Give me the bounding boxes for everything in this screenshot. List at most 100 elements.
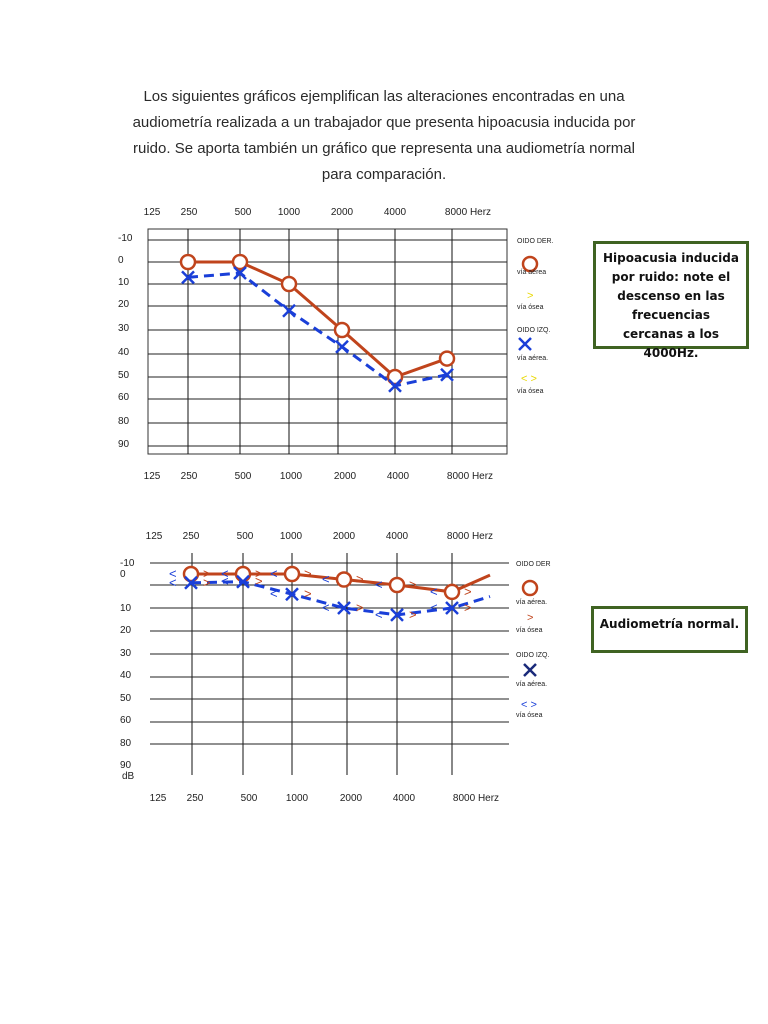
- bone-mark-right: >: [464, 600, 472, 615]
- point-right-ear-circle: [179, 253, 197, 271]
- legend-left-ear-title: OIDO IZQ.: [516, 652, 550, 659]
- x-tick-label-top: 2000: [333, 531, 356, 542]
- bone-mark-right: >: [356, 600, 364, 615]
- y-tick-label: 100: [118, 0, 135, 3]
- x-tick-label-bottom: 4000: [387, 471, 410, 482]
- y-tick-label: 0: [118, 255, 124, 266]
- x-tick-label-bottom: 4000: [393, 793, 416, 804]
- y-tick-label: 30: [118, 323, 130, 334]
- legend-left-air-symbol: [518, 337, 532, 351]
- legend-right-air-symbol: [521, 579, 539, 597]
- legend-right-air-label: vía aérea: [517, 269, 546, 276]
- legend-left-bone-label: vía ósea: [517, 388, 544, 395]
- bone-mark-right: >: [409, 607, 417, 622]
- bone-mark-right: >: [356, 572, 364, 587]
- x-tick-label-top: 4000: [384, 207, 407, 218]
- x-tick-label-bottom: 500: [241, 793, 258, 804]
- point-right-ear-circle: [182, 565, 200, 583]
- x-tick-label-top: 2000: [331, 207, 354, 218]
- y-tick-label: 40: [120, 670, 132, 681]
- x-tick-label-top: 250: [183, 531, 200, 542]
- y-tick-label: 90: [120, 760, 132, 771]
- intro-line: Los siguientes gráficos ejemplifican las…: [143, 88, 625, 105]
- point-right-ear-circle: [333, 321, 351, 339]
- bone-mark-right: >: [304, 586, 312, 601]
- bone-mark-left: <: [430, 584, 438, 599]
- point-left-ear-x: [335, 339, 349, 354]
- point-left-ear-x: [282, 303, 296, 318]
- legend-right-bone-symbol: >: [527, 290, 533, 302]
- legend-left-ear-title: OIDO IZQ.: [517, 327, 551, 334]
- legend-right-air-label: vía aérea.: [516, 599, 547, 606]
- bone-mark-left: <: [169, 575, 177, 590]
- x-tick-label-bottom: 8000 Herz: [453, 793, 499, 804]
- point-left-ear-x: [440, 367, 454, 382]
- y-tick-label: 100: [120, 0, 137, 3]
- x-tick-label-bottom: 8000 Herz: [447, 471, 493, 482]
- x-tick-label-top: 250: [181, 207, 198, 218]
- point-left-ear-x: [236, 574, 250, 589]
- point-right-ear-circle: [280, 275, 298, 293]
- chart-frame: [147, 228, 508, 455]
- legend-right-air-symbol: [521, 255, 539, 273]
- bone-mark-right: >: [464, 584, 472, 599]
- y-tick-label: 20: [118, 299, 130, 310]
- x-tick-label-top: 1000: [280, 531, 303, 542]
- bone-mark-right: >: [255, 574, 263, 589]
- point-left-ear-x: [184, 575, 198, 590]
- bone-mark-left: <: [430, 600, 438, 615]
- bone-mark-left: <: [221, 566, 229, 581]
- legend-left-bone-symbol: < >: [521, 373, 537, 385]
- x-tick-label-top: 8000 Herz: [447, 531, 493, 542]
- bone-mark-left: <: [270, 586, 278, 601]
- bone-mark-left: <: [375, 607, 383, 622]
- point-left-ear-x: [285, 587, 299, 602]
- x-tick-label-bottom: 2000: [334, 471, 357, 482]
- x-tick-label-bottom: 250: [187, 793, 204, 804]
- legend-right-bone-label: vía ósea: [516, 627, 543, 634]
- point-right-ear-circle: [231, 253, 249, 271]
- y-tick-label: -10: [120, 558, 135, 569]
- legend-right-ear-title: OIDO DER: [516, 561, 551, 568]
- note-noise-induced: Hipoacusia inducida por ruido: note el d…: [593, 241, 749, 360]
- x-tick-label-top: 125: [144, 207, 161, 218]
- y-tick-label: 0: [120, 569, 126, 580]
- legend-right-bone-label: vía ósea: [517, 304, 544, 311]
- y-tick-label: 60: [120, 715, 132, 726]
- y-tick-label: 20: [120, 625, 132, 636]
- x-tick-label-top: 4000: [386, 531, 409, 542]
- point-right-ear-circle: [443, 583, 461, 601]
- x-tick-label-bottom: 500: [235, 471, 252, 482]
- x-tick-label-top: 500: [235, 207, 252, 218]
- bone-mark-left: <: [221, 574, 229, 589]
- y-tick-label: 30: [120, 648, 132, 659]
- bone-mark-left: <: [322, 572, 330, 587]
- x-tick-label-bottom: 1000: [280, 471, 303, 482]
- point-right-ear-circle: [335, 571, 353, 588]
- intro-line: audiometría realizada a un trabajador qu…: [132, 114, 636, 131]
- point-left-ear-x: [233, 266, 247, 280]
- x-tick-label-top: 8000 Herz: [445, 207, 491, 218]
- y-tick-label: 10: [120, 603, 132, 614]
- intro-paragraph: Los siguientes gráficos ejemplifican las…: [118, 84, 650, 188]
- intro-line: ruido. Se aporta también un gráfico que …: [133, 140, 635, 157]
- point-left-ear-x: [181, 270, 195, 285]
- x-tick-label-top: 500: [237, 531, 254, 542]
- x-tick-label-top: 125: [146, 531, 163, 542]
- series-line-right-ear: [188, 260, 448, 379]
- bone-mark-left: <: [270, 566, 278, 581]
- point-left-ear-x: [337, 601, 351, 615]
- legend-left-bone-symbol: < >: [521, 699, 537, 711]
- series-line-left-ear: [187, 271, 448, 388]
- legend-left-air-label: vía aérea.: [517, 355, 548, 362]
- point-right-ear-circle: [388, 576, 406, 594]
- y-tick-label: 40: [118, 347, 130, 358]
- y-tick-label: 80: [118, 416, 130, 427]
- legend-right-bone-symbol: >: [527, 612, 533, 624]
- bone-mark-right: >: [304, 566, 312, 581]
- bone-mark-right: >: [203, 575, 211, 590]
- x-tick-label-bottom: 1000: [286, 793, 309, 804]
- point-right-ear-circle: [283, 565, 301, 583]
- bone-mark-left: <: [169, 566, 177, 581]
- bone-mark-left: <: [322, 600, 330, 615]
